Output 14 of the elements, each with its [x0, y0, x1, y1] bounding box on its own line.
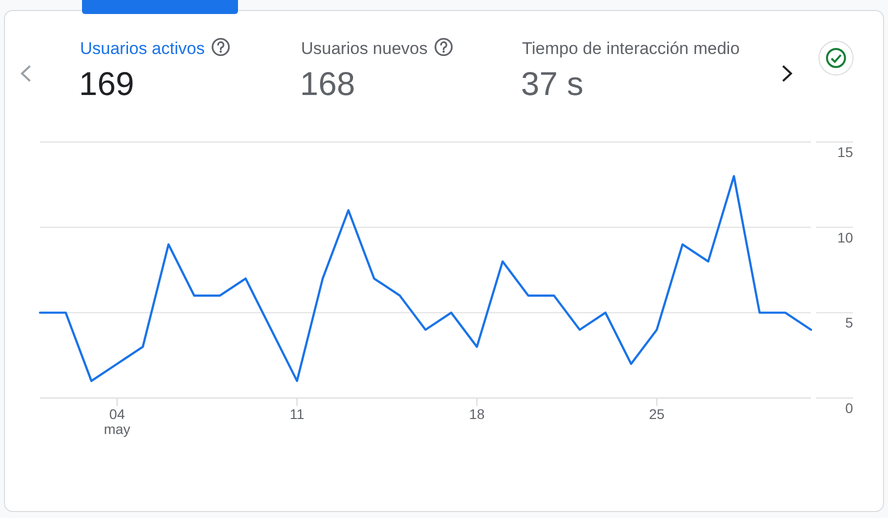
y-tick-label: 10 — [837, 229, 854, 246]
x-tick-label: 11 — [290, 406, 304, 422]
chart-subtitle: 169 — [79, 65, 134, 102]
y-tick-label: 0 — [845, 400, 854, 416]
chart-title: Usuarios activos — [80, 39, 205, 58]
y-tick-label: 15 — [837, 144, 854, 160]
x-tick-label: 25 — [649, 406, 665, 422]
text: 168 — [300, 65, 356, 102]
x-tick-label: 04 may — [104, 406, 130, 437]
y-tick-label: 5 — [845, 314, 854, 331]
x-tick-label: 18 — [469, 406, 485, 422]
text: Tiempo de interacción medio — [522, 39, 740, 58]
text: Usuarios nuevos — [301, 39, 428, 58]
text: 37 s — [521, 65, 584, 102]
